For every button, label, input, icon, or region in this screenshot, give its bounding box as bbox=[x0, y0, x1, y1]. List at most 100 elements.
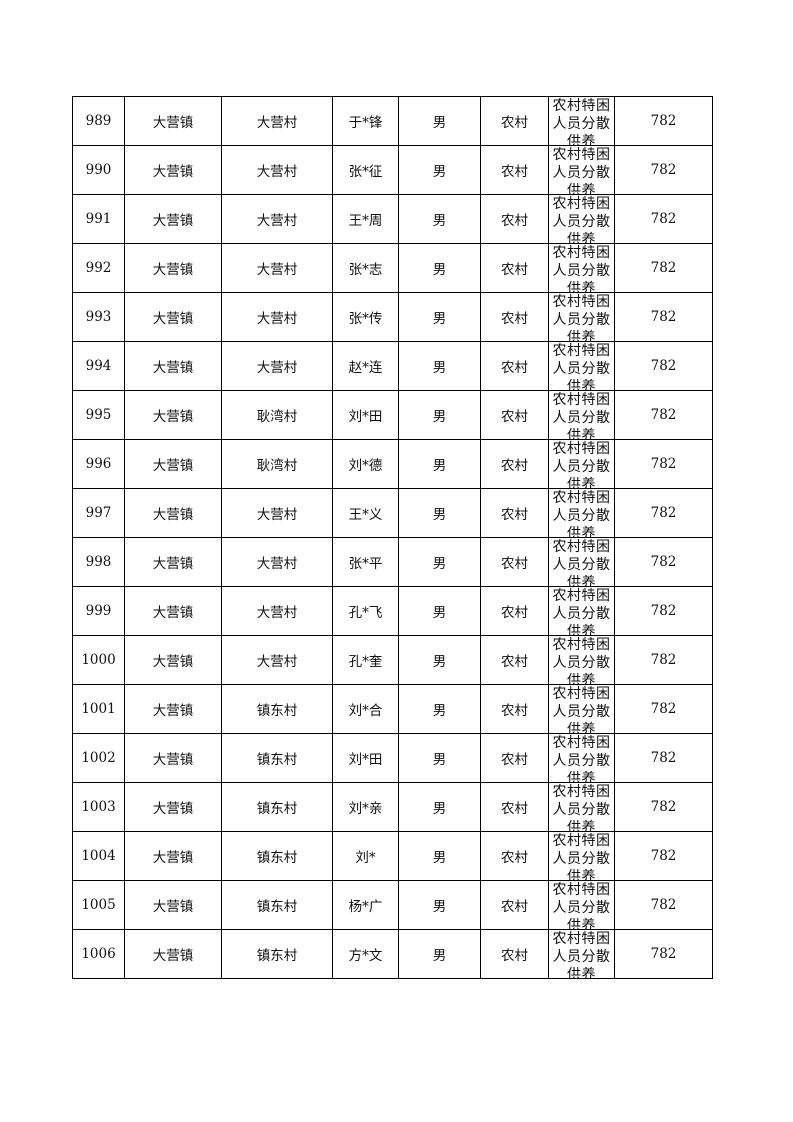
name-cell: 刘*合 bbox=[332, 684, 399, 734]
amount-text: 782 bbox=[650, 701, 677, 717]
assistance-type-wrap: 农村特困人员分散供养 bbox=[550, 784, 614, 831]
area-text: 农村 bbox=[501, 948, 528, 964]
table-row: 992 大营镇 大营村 张*志 男 农村 农村特困人员分散供养 782 bbox=[72, 243, 713, 293]
assistance-type-wrap: 农村特困人员分散供养 bbox=[550, 196, 614, 243]
name-text: 刘*田 bbox=[348, 752, 383, 768]
town-cell: 大营镇 bbox=[124, 537, 222, 587]
row-number-text: 1006 bbox=[81, 946, 116, 962]
assistance-type-wrap: 农村特困人员分散供养 bbox=[550, 735, 614, 782]
area-cell: 农村 bbox=[480, 733, 549, 783]
area-cell: 农村 bbox=[480, 145, 549, 195]
town-cell: 大营镇 bbox=[124, 880, 222, 930]
assistance-type-cell: 农村特困人员分散供养 bbox=[548, 194, 615, 244]
assistance-type-cell: 农村特困人员分散供养 bbox=[548, 684, 615, 734]
name-cell: 王*义 bbox=[332, 488, 399, 538]
village-text: 大营村 bbox=[256, 605, 298, 621]
assistance-type-wrap: 农村特困人员分散供养 bbox=[550, 147, 614, 194]
gender-text: 男 bbox=[432, 115, 447, 131]
village-cell: 大营村 bbox=[221, 292, 333, 342]
area-text: 农村 bbox=[501, 605, 528, 621]
gender-text: 男 bbox=[432, 948, 447, 964]
area-cell: 农村 bbox=[480, 390, 549, 440]
town-cell: 大营镇 bbox=[124, 586, 222, 636]
amount-text: 782 bbox=[650, 309, 677, 325]
area-cell: 农村 bbox=[480, 243, 549, 293]
assistance-type-wrap: 农村特困人员分散供养 bbox=[550, 833, 614, 880]
row-number-text: 992 bbox=[85, 260, 112, 276]
gender-cell: 男 bbox=[398, 96, 481, 146]
town-text: 大营镇 bbox=[152, 850, 194, 866]
assistance-type-text: 农村特困人员分散供养 bbox=[552, 147, 611, 194]
town-cell: 大营镇 bbox=[124, 96, 222, 146]
area-text: 农村 bbox=[501, 311, 528, 327]
gender-cell: 男 bbox=[398, 194, 481, 244]
village-cell: 大营村 bbox=[221, 537, 333, 587]
assistance-type-wrap: 农村特困人员分散供养 bbox=[550, 98, 614, 145]
name-cell: 刘*田 bbox=[332, 390, 399, 440]
name-cell: 杨*广 bbox=[332, 880, 399, 930]
village-text: 大营村 bbox=[256, 115, 298, 131]
town-text: 大营镇 bbox=[152, 458, 194, 474]
area-cell: 农村 bbox=[480, 488, 549, 538]
gender-text: 男 bbox=[432, 801, 447, 817]
town-text: 大营镇 bbox=[152, 409, 194, 425]
name-cell: 赵*连 bbox=[332, 341, 399, 391]
town-cell: 大营镇 bbox=[124, 635, 222, 685]
amount-cell: 782 bbox=[614, 194, 713, 244]
assistance-type-cell: 农村特困人员分散供养 bbox=[548, 733, 615, 783]
assistance-type-wrap: 农村特困人员分散供养 bbox=[550, 392, 614, 439]
area-cell: 农村 bbox=[480, 292, 549, 342]
village-cell: 耿湾村 bbox=[221, 390, 333, 440]
name-text: 孔*飞 bbox=[348, 605, 383, 621]
village-text: 镇东村 bbox=[256, 801, 298, 817]
amount-text: 782 bbox=[650, 750, 677, 766]
area-text: 农村 bbox=[501, 801, 528, 817]
village-text: 大营村 bbox=[256, 556, 298, 572]
name-text: 孔*奎 bbox=[348, 654, 383, 670]
name-cell: 刘*德 bbox=[332, 439, 399, 489]
table-row: 1000 大营镇 大营村 孔*奎 男 农村 农村特困人员分散供养 782 bbox=[72, 635, 713, 685]
assistance-type-cell: 农村特困人员分散供养 bbox=[548, 96, 615, 146]
name-cell: 张*传 bbox=[332, 292, 399, 342]
name-cell: 孔*奎 bbox=[332, 635, 399, 685]
table-row: 989 大营镇 大营村 于*锋 男 农村 农村特困人员分散供养 782 bbox=[72, 96, 713, 146]
area-cell: 农村 bbox=[480, 96, 549, 146]
amount-text: 782 bbox=[650, 897, 677, 913]
assistance-type-wrap: 农村特困人员分散供养 bbox=[550, 882, 614, 929]
area-cell: 农村 bbox=[480, 831, 549, 881]
village-cell: 大营村 bbox=[221, 96, 333, 146]
row-number-cell: 1004 bbox=[72, 831, 125, 881]
name-text: 于*锋 bbox=[348, 115, 383, 131]
assistance-type-wrap: 农村特困人员分散供养 bbox=[550, 441, 614, 488]
town-cell: 大营镇 bbox=[124, 194, 222, 244]
name-text: 张*平 bbox=[348, 556, 383, 572]
village-text: 镇东村 bbox=[256, 899, 298, 915]
amount-text: 782 bbox=[650, 407, 677, 423]
gender-text: 男 bbox=[432, 409, 447, 425]
assistance-type-text: 农村特困人员分散供养 bbox=[552, 784, 611, 831]
amount-cell: 782 bbox=[614, 488, 713, 538]
village-text: 大营村 bbox=[256, 262, 298, 278]
amount-text: 782 bbox=[650, 799, 677, 815]
village-text: 镇东村 bbox=[256, 703, 298, 719]
area-text: 农村 bbox=[501, 409, 528, 425]
area-cell: 农村 bbox=[480, 929, 549, 979]
table-row: 999 大营镇 大营村 孔*飞 男 农村 农村特困人员分散供养 782 bbox=[72, 586, 713, 636]
assistance-type-wrap: 农村特困人员分散供养 bbox=[550, 931, 614, 978]
area-cell: 农村 bbox=[480, 880, 549, 930]
assistance-type-wrap: 农村特困人员分散供养 bbox=[550, 245, 614, 292]
name-text: 刘*田 bbox=[348, 409, 383, 425]
amount-cell: 782 bbox=[614, 292, 713, 342]
gender-cell: 男 bbox=[398, 684, 481, 734]
village-cell: 镇东村 bbox=[221, 929, 333, 979]
row-number-text: 1005 bbox=[81, 897, 116, 913]
assistance-type-cell: 农村特困人员分散供养 bbox=[548, 782, 615, 832]
village-text: 镇东村 bbox=[256, 948, 298, 964]
village-cell: 镇东村 bbox=[221, 880, 333, 930]
name-cell: 王*周 bbox=[332, 194, 399, 244]
area-text: 农村 bbox=[501, 850, 528, 866]
gender-text: 男 bbox=[432, 213, 447, 229]
table-row: 1001 大营镇 镇东村 刘*合 男 农村 农村特困人员分散供养 782 bbox=[72, 684, 713, 734]
table-row: 991 大营镇 大营村 王*周 男 农村 农村特困人员分散供养 782 bbox=[72, 194, 713, 244]
village-text: 大营村 bbox=[256, 507, 298, 523]
